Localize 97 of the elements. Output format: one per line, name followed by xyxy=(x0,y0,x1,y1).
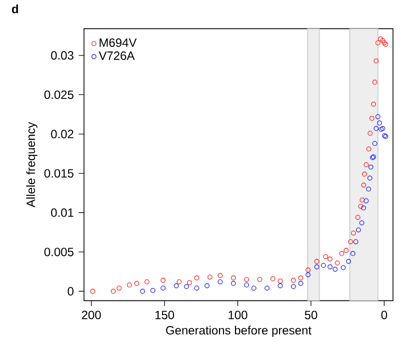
point xyxy=(230,276,236,281)
chart-title: d xyxy=(12,4,18,14)
legend-label: M694V xyxy=(100,38,137,48)
point xyxy=(194,286,200,291)
point xyxy=(368,164,374,170)
point xyxy=(244,282,250,288)
point xyxy=(332,266,338,272)
point xyxy=(358,204,364,209)
point xyxy=(382,40,387,46)
point xyxy=(230,281,236,286)
point xyxy=(383,42,388,48)
point xyxy=(377,120,382,126)
point xyxy=(361,182,366,188)
point xyxy=(364,198,369,204)
point xyxy=(174,283,179,288)
point xyxy=(257,277,262,282)
point xyxy=(126,282,132,288)
y-tick-label: 0.005 xyxy=(44,248,74,256)
point xyxy=(378,36,384,42)
point xyxy=(346,259,351,264)
point xyxy=(144,280,150,284)
point xyxy=(366,186,372,192)
point xyxy=(264,286,270,291)
point xyxy=(176,280,182,284)
point xyxy=(160,278,166,283)
point xyxy=(350,251,356,256)
point xyxy=(371,102,376,107)
point xyxy=(375,114,380,120)
x-axis-title: Generations before present xyxy=(166,326,312,338)
point xyxy=(359,220,364,226)
point xyxy=(194,276,200,281)
x-tick-label: 150 xyxy=(155,310,174,320)
point xyxy=(134,281,140,286)
point xyxy=(278,278,283,284)
point xyxy=(360,198,365,203)
point xyxy=(110,288,116,294)
point xyxy=(270,276,276,282)
point xyxy=(314,259,320,264)
point xyxy=(116,286,122,291)
point xyxy=(380,38,386,44)
point xyxy=(320,263,326,268)
point xyxy=(375,40,380,46)
point xyxy=(361,206,366,211)
point xyxy=(184,284,189,290)
point xyxy=(218,273,223,278)
point xyxy=(367,176,372,181)
point xyxy=(207,274,212,280)
y-tick-label: 0.015 xyxy=(44,169,74,178)
point xyxy=(244,277,250,282)
point xyxy=(362,172,367,177)
point xyxy=(366,146,372,152)
point xyxy=(290,278,296,283)
point xyxy=(372,141,378,146)
point xyxy=(334,260,340,266)
point xyxy=(298,281,304,286)
point xyxy=(350,230,356,236)
point xyxy=(306,272,311,278)
point xyxy=(298,276,304,281)
point xyxy=(290,284,296,290)
point xyxy=(339,251,344,256)
x-tick-label: 50 xyxy=(304,310,318,320)
point xyxy=(374,58,379,64)
x-tick-label: 200 xyxy=(82,310,101,320)
point xyxy=(328,256,332,262)
point xyxy=(251,286,256,291)
point xyxy=(356,228,361,233)
point xyxy=(278,283,283,288)
point xyxy=(372,80,378,85)
y-tick-label: 0.03 xyxy=(51,51,74,60)
y-tick-label: 0 xyxy=(68,287,74,296)
point xyxy=(340,265,346,270)
legend-label: V726A xyxy=(98,52,135,60)
point xyxy=(353,239,358,244)
point xyxy=(364,162,369,168)
point xyxy=(314,264,320,270)
point xyxy=(368,130,373,136)
point xyxy=(140,288,146,294)
point xyxy=(204,283,210,288)
point xyxy=(150,288,156,294)
x-tick-label: 100 xyxy=(228,310,248,320)
point xyxy=(90,288,96,294)
point xyxy=(369,116,374,121)
y-tick-label: 0.02 xyxy=(51,130,74,138)
point xyxy=(160,286,166,291)
y-tick-label: 0.01 xyxy=(51,208,74,218)
point xyxy=(355,215,360,220)
x-tick-label: 0 xyxy=(381,310,388,320)
point xyxy=(348,239,353,244)
point xyxy=(323,254,328,260)
point xyxy=(328,264,332,270)
point xyxy=(374,126,379,132)
point xyxy=(306,268,311,273)
point xyxy=(218,280,223,284)
point xyxy=(344,248,349,253)
y-tick-label: 0.025 xyxy=(44,90,74,100)
y-axis-title: Allele frequency xyxy=(26,122,38,208)
point xyxy=(186,280,192,286)
